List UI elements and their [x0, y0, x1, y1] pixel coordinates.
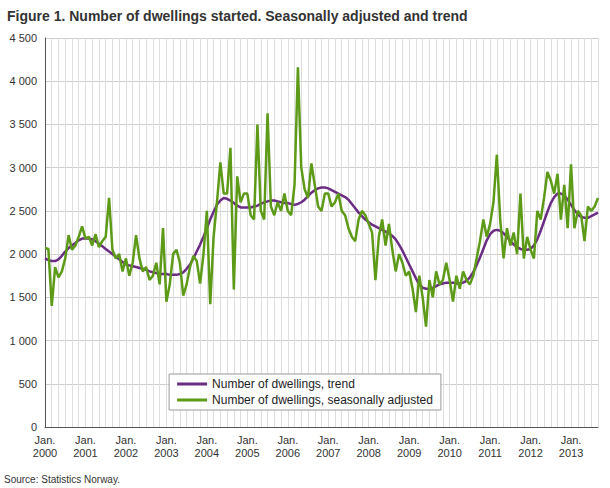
svg-text:Jan.: Jan.: [480, 434, 501, 446]
svg-text:2005: 2005: [235, 447, 259, 459]
svg-text:2007: 2007: [316, 447, 340, 459]
svg-text:2 500: 2 500: [9, 205, 37, 217]
svg-text:2012: 2012: [518, 447, 542, 459]
svg-text:4 500: 4 500: [9, 32, 37, 44]
svg-text:2000: 2000: [33, 447, 57, 459]
svg-text:4 000: 4 000: [9, 75, 37, 87]
svg-text:2008: 2008: [356, 447, 380, 459]
svg-text:Jan.: Jan.: [75, 434, 96, 446]
svg-text:0: 0: [31, 421, 37, 433]
svg-text:2003: 2003: [154, 447, 178, 459]
svg-text:Number of dwellings, seasonall: Number of dwellings, seasonally adjusted: [212, 393, 433, 407]
svg-text:Number of dwellings, trend: Number of dwellings, trend: [212, 377, 355, 391]
svg-text:Jan.: Jan.: [277, 434, 298, 446]
svg-text:Jan.: Jan.: [237, 434, 258, 446]
svg-text:2009: 2009: [397, 447, 421, 459]
svg-text:3 000: 3 000: [9, 162, 37, 174]
svg-text:500: 500: [19, 378, 37, 390]
svg-text:2 000: 2 000: [9, 248, 37, 260]
svg-text:2011: 2011: [478, 447, 502, 459]
svg-text:Jan.: Jan.: [116, 434, 137, 446]
svg-text:3 500: 3 500: [9, 118, 37, 130]
svg-text:Jan.: Jan.: [358, 434, 379, 446]
svg-text:Jan.: Jan.: [561, 434, 582, 446]
svg-text:2013: 2013: [559, 447, 583, 459]
svg-text:Jan.: Jan.: [439, 434, 460, 446]
svg-text:Jan.: Jan.: [196, 434, 217, 446]
svg-text:Jan.: Jan.: [35, 434, 56, 446]
svg-text:Jan.: Jan.: [318, 434, 339, 446]
svg-text:Jan.: Jan.: [520, 434, 541, 446]
svg-text:2006: 2006: [276, 447, 300, 459]
svg-text:2004: 2004: [195, 447, 219, 459]
svg-text:1 000: 1 000: [9, 335, 37, 347]
svg-text:2002: 2002: [114, 447, 138, 459]
svg-text:Figure 1. Number of dwellings: Figure 1. Number of dwellings started. S…: [7, 8, 468, 24]
svg-text:Jan.: Jan.: [156, 434, 177, 446]
svg-text:1 500: 1 500: [9, 291, 37, 303]
svg-text:Jan.: Jan.: [399, 434, 420, 446]
svg-text:Source: Statistics Norway.: Source: Statistics Norway.: [4, 474, 120, 485]
svg-text:2001: 2001: [73, 447, 97, 459]
svg-text:2010: 2010: [437, 447, 461, 459]
